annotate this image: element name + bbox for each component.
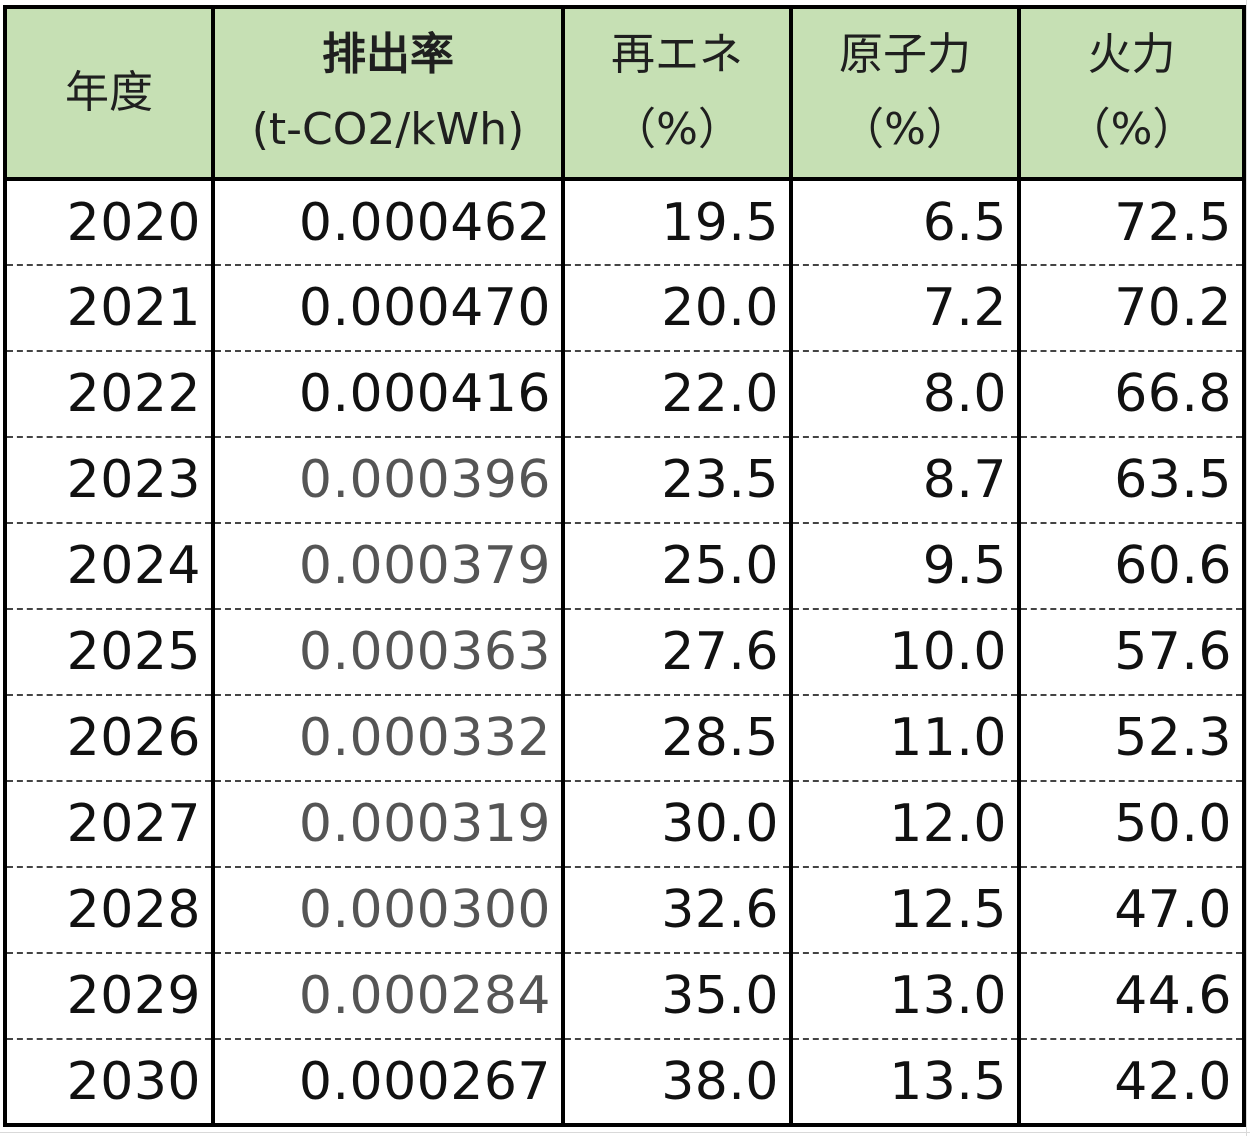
cell-rate[interactable]: 0.000284 [211, 953, 565, 1040]
header-nuclear-label: 原子力 [839, 29, 971, 81]
table-row: 2025 0.000363 27.6 10.0 57.6 [3, 609, 1246, 696]
cell-year[interactable]: 2024 [3, 523, 215, 610]
cell-nuclear[interactable]: 12.5 [789, 867, 1021, 954]
cell-rate[interactable]: 0.000300 [211, 867, 565, 954]
header-renewable-label: 再エネ [611, 29, 743, 81]
cell-re[interactable]: 30.0 [561, 781, 793, 868]
header-year[interactable]: 年度 [3, 5, 215, 181]
cell-re[interactable]: 35.0 [561, 953, 793, 1040]
cell-rate[interactable]: 0.000379 [211, 523, 565, 610]
sheet-gridline [0, 1132, 1250, 1133]
cell-nuclear[interactable]: 8.7 [789, 437, 1021, 524]
cell-re[interactable]: 20.0 [561, 265, 793, 352]
cell-rate[interactable]: 0.000470 [211, 265, 565, 352]
cell-re[interactable]: 23.5 [561, 437, 793, 524]
sheet-gridline [1246, 0, 1247, 1136]
cell-rate[interactable]: 0.000332 [211, 695, 565, 782]
cell-thermal[interactable]: 60.6 [1017, 523, 1246, 610]
cell-thermal[interactable]: 70.2 [1017, 265, 1246, 352]
cell-thermal[interactable]: 57.6 [1017, 609, 1246, 696]
cell-thermal[interactable]: 47.0 [1017, 867, 1246, 954]
table-row: 2027 0.000319 30.0 12.0 50.0 [3, 781, 1246, 868]
cell-rate[interactable]: 0.000267 [211, 1039, 565, 1127]
header-year-label: 年度 [65, 66, 153, 118]
emission-table: 年度 排出率 (t-CO2/kWh) 再エネ （%） 原子力 （%） 火力 （%… [3, 5, 1246, 1127]
cell-rate[interactable]: 0.000462 [211, 179, 565, 266]
cell-year[interactable]: 2023 [3, 437, 215, 524]
cell-nuclear[interactable]: 10.0 [789, 609, 1021, 696]
table-row: 2030 0.000267 38.0 13.5 42.0 [3, 1039, 1246, 1127]
header-nuclear-unit: （%） [840, 104, 970, 155]
cell-year[interactable]: 2026 [3, 695, 215, 782]
table-row: 2021 0.000470 20.0 7.2 70.2 [3, 265, 1246, 352]
table-row: 2024 0.000379 25.0 9.5 60.6 [3, 523, 1246, 610]
cell-nuclear[interactable]: 13.0 [789, 953, 1021, 1040]
cell-re[interactable]: 25.0 [561, 523, 793, 610]
header-row: 年度 排出率 (t-CO2/kWh) 再エネ （%） 原子力 （%） 火力 （%… [3, 5, 1246, 181]
cell-thermal[interactable]: 52.3 [1017, 695, 1246, 782]
header-renewable[interactable]: 再エネ （%） [561, 5, 793, 181]
cell-thermal[interactable]: 63.5 [1017, 437, 1246, 524]
cell-nuclear[interactable]: 7.2 [789, 265, 1021, 352]
cell-year[interactable]: 2025 [3, 609, 215, 696]
cell-year[interactable]: 2020 [3, 179, 215, 266]
cell-thermal[interactable]: 50.0 [1017, 781, 1246, 868]
cell-year[interactable]: 2030 [3, 1039, 215, 1127]
header-thermal-unit: （%） [1066, 104, 1197, 155]
cell-nuclear[interactable]: 6.5 [789, 179, 1021, 266]
cell-thermal[interactable]: 44.6 [1017, 953, 1246, 1040]
table-row: 2020 0.000462 19.5 6.5 72.5 [3, 179, 1246, 266]
table-body: 2020 0.000462 19.5 6.5 72.5 2021 0.000470 20.0 7… [3, 179, 1246, 1127]
cell-year[interactable]: 2027 [3, 781, 215, 868]
cell-year[interactable]: 2021 [3, 265, 215, 352]
cell-thermal[interactable]: 72.5 [1017, 179, 1246, 266]
cell-nuclear[interactable]: 8.0 [789, 351, 1021, 438]
cell-re[interactable]: 32.6 [561, 867, 793, 954]
table-row: 2029 0.000284 35.0 13.0 44.6 [3, 953, 1246, 1040]
cell-rate[interactable]: 0.000319 [211, 781, 565, 868]
table-row: 2023 0.000396 23.5 8.7 63.5 [3, 437, 1246, 524]
cell-rate[interactable]: 0.000363 [211, 609, 565, 696]
header-emission-rate-label: 排出率 [322, 29, 454, 81]
cell-year[interactable]: 2028 [3, 867, 215, 954]
cell-re[interactable]: 22.0 [561, 351, 793, 438]
cell-re[interactable]: 28.5 [561, 695, 793, 782]
cell-thermal[interactable]: 42.0 [1017, 1039, 1246, 1127]
cell-thermal[interactable]: 66.8 [1017, 351, 1246, 438]
header-emission-rate[interactable]: 排出率 (t-CO2/kWh) [211, 5, 565, 181]
header-renewable-unit: （%） [612, 104, 742, 155]
table-row: 2022 0.000416 22.0 8.0 66.8 [3, 351, 1246, 438]
cell-nuclear[interactable]: 13.5 [789, 1039, 1021, 1127]
cell-re[interactable]: 38.0 [561, 1039, 793, 1127]
header-thermal[interactable]: 火力 （%） [1017, 5, 1246, 181]
table-row: 2026 0.000332 28.5 11.0 52.3 [3, 695, 1246, 782]
table-row: 2028 0.000300 32.6 12.5 47.0 [3, 867, 1246, 954]
cell-year[interactable]: 2029 [3, 953, 215, 1040]
cell-rate[interactable]: 0.000416 [211, 351, 565, 438]
cell-re[interactable]: 19.5 [561, 179, 793, 266]
cell-re[interactable]: 27.6 [561, 609, 793, 696]
header-nuclear[interactable]: 原子力 （%） [789, 5, 1021, 181]
cell-nuclear[interactable]: 9.5 [789, 523, 1021, 610]
header-emission-rate-unit: (t-CO2/kWh) [251, 104, 525, 155]
cell-nuclear[interactable]: 12.0 [789, 781, 1021, 868]
header-thermal-label: 火力 [1087, 29, 1176, 81]
cell-year[interactable]: 2022 [3, 351, 215, 438]
cell-rate[interactable]: 0.000396 [211, 437, 565, 524]
cell-nuclear[interactable]: 11.0 [789, 695, 1021, 782]
